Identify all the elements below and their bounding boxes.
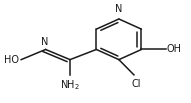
Text: NH$_2$: NH$_2$ bbox=[60, 78, 80, 92]
Text: OH: OH bbox=[167, 44, 182, 54]
Text: Cl: Cl bbox=[131, 79, 141, 89]
Text: N: N bbox=[115, 4, 123, 14]
Text: N: N bbox=[41, 37, 48, 47]
Text: HO: HO bbox=[4, 55, 19, 65]
